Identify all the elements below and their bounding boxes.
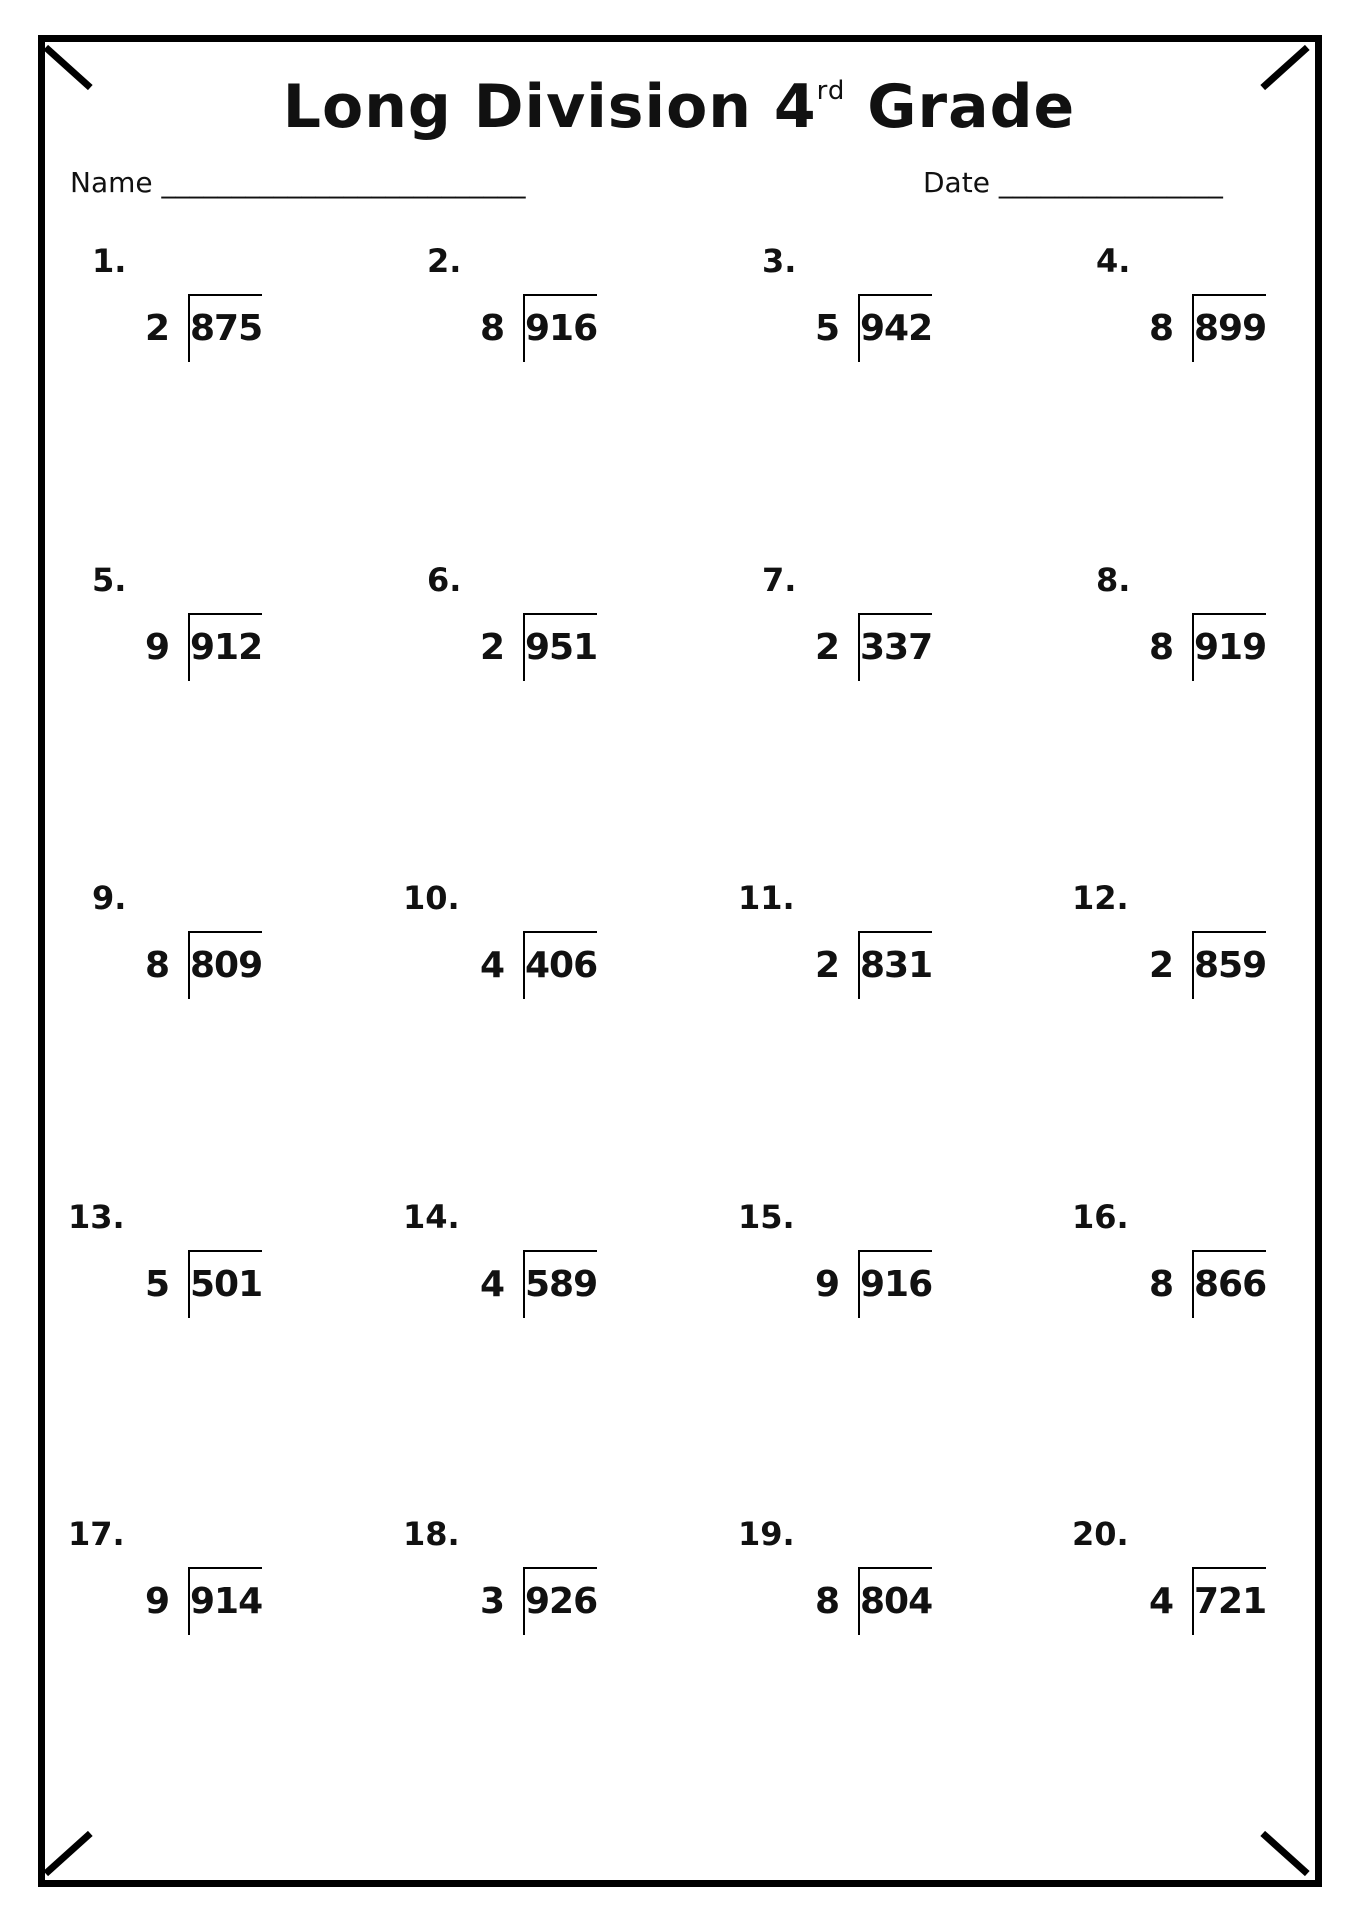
problem-number: 3. <box>762 242 797 280</box>
dividend: 912 <box>190 627 263 668</box>
date-field[interactable]: Date ________________ <box>923 166 1223 199</box>
divisor: 2 <box>815 945 841 986</box>
dividend: 942 <box>860 308 933 349</box>
dividend: 406 <box>525 945 598 986</box>
division-bracket <box>1192 931 1266 999</box>
dividend: 501 <box>190 1264 263 1305</box>
division-bracket <box>188 294 262 362</box>
division-bracket <box>188 1567 262 1635</box>
dividend: 589 <box>525 1264 598 1305</box>
dividend: 926 <box>525 1581 598 1622</box>
problem-number: 7. <box>762 561 797 599</box>
division-bracket <box>858 1567 932 1635</box>
problem-number: 4. <box>1096 242 1131 280</box>
dividend: 831 <box>860 945 933 986</box>
divisor: 4 <box>480 945 506 986</box>
dividend: 914 <box>190 1581 263 1622</box>
problem-number: 1. <box>92 242 127 280</box>
divisor: 5 <box>815 308 841 349</box>
division-bracket <box>188 931 262 999</box>
dividend: 721 <box>1194 1581 1267 1622</box>
date-line[interactable]: ________________ <box>998 166 1223 199</box>
date-label: Date <box>923 166 990 199</box>
division-bracket <box>858 1250 932 1318</box>
name-field[interactable]: Name __________________________ <box>70 166 526 199</box>
divisor: 8 <box>1149 1264 1175 1305</box>
divisor: 2 <box>480 627 506 668</box>
division-bracket <box>1192 294 1266 362</box>
page-title: Long Division 4rd Grade <box>0 72 1358 142</box>
divisor: 8 <box>1149 627 1175 668</box>
problem-number: 2. <box>427 242 462 280</box>
division-bracket <box>858 613 932 681</box>
problem-number: 8. <box>1096 561 1131 599</box>
problem-number: 11. <box>738 879 795 917</box>
dividend: 916 <box>525 308 598 349</box>
divisor: 9 <box>145 627 171 668</box>
divisor: 2 <box>145 308 171 349</box>
dividend: 951 <box>525 627 598 668</box>
divisor: 3 <box>480 1581 506 1622</box>
divisor: 8 <box>480 308 506 349</box>
division-bracket <box>188 613 262 681</box>
division-bracket <box>523 294 597 362</box>
problem-number: 10. <box>403 879 460 917</box>
problem-number: 18. <box>403 1515 460 1553</box>
divisor: 8 <box>1149 308 1175 349</box>
divisor: 8 <box>145 945 171 986</box>
dividend: 875 <box>190 308 263 349</box>
division-bracket <box>1192 613 1266 681</box>
dividend: 866 <box>1194 1264 1267 1305</box>
dividend: 899 <box>1194 308 1267 349</box>
title-text-end: Grade <box>845 72 1076 142</box>
division-bracket <box>188 1250 262 1318</box>
divisor: 2 <box>815 627 841 668</box>
divisor: 4 <box>1149 1581 1175 1622</box>
division-bracket <box>523 931 597 999</box>
problem-number: 12. <box>1072 879 1129 917</box>
division-bracket <box>523 1567 597 1635</box>
divisor: 9 <box>815 1264 841 1305</box>
problem-number: 16. <box>1072 1198 1129 1236</box>
title-superscript: rd <box>816 76 846 106</box>
divisor: 4 <box>480 1264 506 1305</box>
division-bracket <box>523 1250 597 1318</box>
problem-number: 17. <box>68 1515 125 1553</box>
problem-number: 9. <box>92 879 127 917</box>
divisor: 5 <box>145 1264 171 1305</box>
problem-number: 5. <box>92 561 127 599</box>
problem-number: 13. <box>68 1198 125 1236</box>
division-bracket <box>858 294 932 362</box>
divisor: 8 <box>815 1581 841 1622</box>
dividend: 859 <box>1194 945 1267 986</box>
division-bracket <box>858 931 932 999</box>
divisor: 2 <box>1149 945 1175 986</box>
division-bracket <box>523 613 597 681</box>
dividend: 919 <box>1194 627 1267 668</box>
problem-number: 19. <box>738 1515 795 1553</box>
dividend: 337 <box>860 627 933 668</box>
name-line[interactable]: __________________________ <box>161 166 526 199</box>
dividend: 804 <box>860 1581 933 1622</box>
dividend: 916 <box>860 1264 933 1305</box>
name-label: Name <box>70 166 153 199</box>
page-border <box>38 35 1322 1887</box>
division-bracket <box>1192 1567 1266 1635</box>
dividend: 809 <box>190 945 263 986</box>
problem-number: 6. <box>427 561 462 599</box>
problem-number: 20. <box>1072 1515 1129 1553</box>
problem-number: 15. <box>738 1198 795 1236</box>
problem-number: 14. <box>403 1198 460 1236</box>
divisor: 9 <box>145 1581 171 1622</box>
title-text: Long Division 4 <box>282 72 817 142</box>
division-bracket <box>1192 1250 1266 1318</box>
